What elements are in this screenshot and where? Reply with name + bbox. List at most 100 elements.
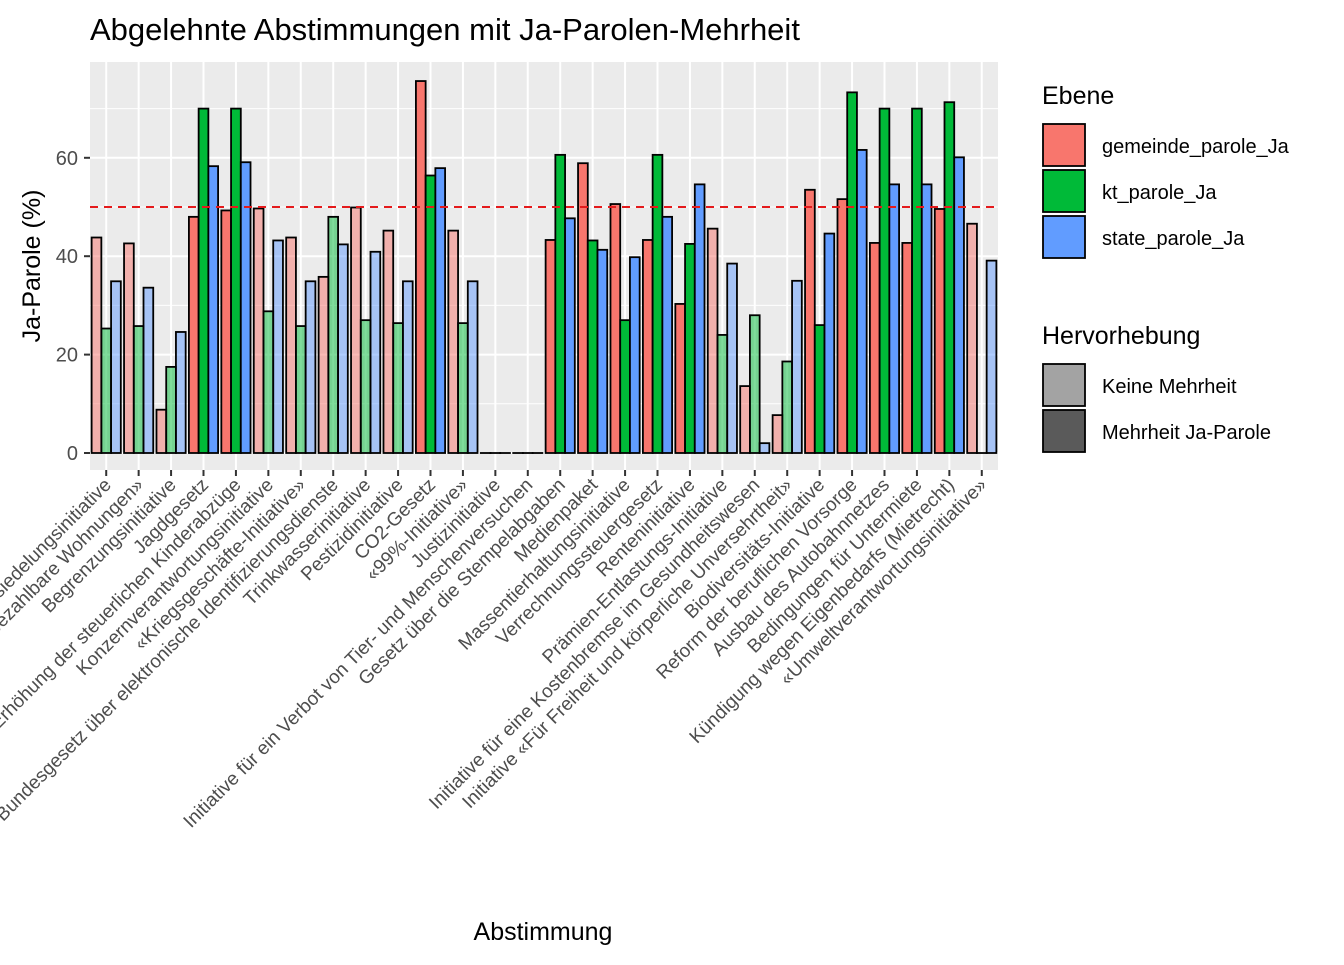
bar-kt_parole_Ja-16 <box>620 320 630 453</box>
bar-kt_parole_Ja-18 <box>685 244 695 453</box>
bar-kt_parole_Ja-21 <box>782 361 792 453</box>
legend-title-hervorhebung: Hervorhebung <box>1042 322 1200 350</box>
bar-state_parole_Ja-18 <box>695 184 705 453</box>
bar-gemeinde_parole_Ja-3 <box>189 217 199 453</box>
bar-gemeinde_parole_Ja-17 <box>643 240 653 453</box>
bar-kt_parole_Ja-24 <box>880 109 890 453</box>
bar-state_parole_Ja-11 <box>468 281 478 453</box>
bar-kt_parole_Ja-22 <box>815 325 825 453</box>
bar-state_parole_Ja-2 <box>176 332 186 453</box>
bar-kt_parole_Ja-4 <box>231 109 241 453</box>
bar-gemeinde_parole_Ja-20 <box>740 386 750 453</box>
bar-state_parole_Ja-6 <box>306 281 316 453</box>
bar-state_parole_Ja-27 <box>987 261 997 453</box>
bar-state_parole_Ja-23 <box>857 150 867 453</box>
bar-gemeinde_parole_Ja-0 <box>92 238 102 453</box>
bar-gemeinde_parole_Ja-10 <box>416 81 426 453</box>
bar-kt_parole_Ja-11 <box>458 323 468 453</box>
bar-gemeinde_parole_Ja-27 <box>967 224 977 453</box>
bar-kt_parole_Ja-0 <box>101 329 111 453</box>
bar-gemeinde_parole_Ja-6 <box>286 238 296 453</box>
bar-state_parole_Ja-21 <box>792 281 802 453</box>
bar-kt_parole_Ja-25 <box>912 109 922 453</box>
bar-state_parole_Ja-19 <box>727 264 737 453</box>
bar-kt_parole_Ja-1 <box>134 326 144 453</box>
bar-gemeinde_parole_Ja-26 <box>935 209 945 453</box>
legend-label-alpha-1: Mehrheit Ja-Parole <box>1102 422 1271 444</box>
legend-key-state_parole_Ja <box>1043 216 1085 258</box>
legend-key-kt_parole_Ja <box>1043 170 1085 212</box>
bar-gemeinde_parole_Ja-22 <box>805 190 815 453</box>
bar-state_parole_Ja-10 <box>435 168 445 453</box>
bar-state_parole_Ja-3 <box>208 166 218 453</box>
bar-state_parole_Ja-9 <box>403 281 413 453</box>
y-axis-title: Ja-Parole (%) <box>18 190 46 343</box>
bar-kt_parole_Ja-6 <box>296 326 306 453</box>
bar-kt_parole_Ja-2 <box>166 367 176 453</box>
y-tick-label: 20 <box>56 345 78 367</box>
bar-gemeinde_parole_Ja-2 <box>156 410 166 453</box>
bar-state_parole_Ja-26 <box>954 157 964 453</box>
legend-label-gemeinde_parole_Ja: gemeinde_parole_Ja <box>1102 136 1290 158</box>
legend-label-alpha-0: Keine Mehrheit <box>1102 376 1237 398</box>
bar-state_parole_Ja-7 <box>338 244 348 453</box>
legend-key-gemeinde_parole_Ja <box>1043 124 1085 166</box>
y-tick-label: 40 <box>56 246 78 268</box>
bar-state_parole_Ja-4 <box>241 162 251 453</box>
bar-kt_parole_Ja-19 <box>717 335 727 453</box>
bar-state_parole_Ja-0 <box>111 281 121 453</box>
bar-state_parole_Ja-17 <box>662 217 672 453</box>
bar-state_parole_Ja-15 <box>598 250 608 453</box>
bar-kt_parole_Ja-23 <box>847 92 857 453</box>
bar-gemeinde_parole_Ja-5 <box>254 208 264 453</box>
bar-gemeinde_parole_Ja-16 <box>610 204 620 453</box>
y-tick-label: 60 <box>56 148 78 170</box>
bar-gemeinde_parole_Ja-14 <box>546 240 556 453</box>
bar-gemeinde_parole_Ja-9 <box>383 231 393 453</box>
bar-kt_parole_Ja-9 <box>393 323 403 453</box>
bar-gemeinde_parole_Ja-1 <box>124 243 134 453</box>
bar-kt_parole_Ja-10 <box>426 176 436 453</box>
y-tick-label: 0 <box>67 443 78 465</box>
chart-title: Abgelehnte Abstimmungen mit Ja-Parolen-M… <box>90 12 800 47</box>
bar-kt_parole_Ja-17 <box>653 155 663 453</box>
bar-gemeinde_parole_Ja-21 <box>773 415 783 453</box>
bar-gemeinde_parole_Ja-4 <box>221 210 231 453</box>
bar-state_parole_Ja-1 <box>144 288 154 453</box>
bar-state_parole_Ja-22 <box>825 234 835 453</box>
bar-gemeinde_parole_Ja-11 <box>448 231 458 453</box>
bar-kt_parole_Ja-7 <box>328 217 338 453</box>
bar-state_parole_Ja-24 <box>889 184 899 453</box>
bar-kt_parole_Ja-5 <box>263 311 273 453</box>
legend-key-alpha-1 <box>1043 410 1085 452</box>
bar-state_parole_Ja-20 <box>760 443 770 453</box>
legend: Ebene gemeinde_parole_Ja kt_parole_Jastate… <box>1042 82 1290 452</box>
x-axis: ZersiedelungsinitiativeInitiative «Mehr … <box>0 470 991 832</box>
bar-gemeinde_parole_Ja-23 <box>837 199 847 453</box>
bar-state_parole_Ja-16 <box>630 257 640 453</box>
bar-kt_parole_Ja-14 <box>555 155 565 453</box>
legend-key-alpha-0 <box>1043 364 1085 406</box>
bar-gemeinde_parole_Ja-24 <box>870 243 880 453</box>
bar-kt_parole_Ja-26 <box>944 102 954 453</box>
bar-state_parole_Ja-14 <box>565 218 575 453</box>
legend-label-kt_parole_Ja: kt_parole_Ja <box>1102 182 1217 204</box>
bar-gemeinde_parole_Ja-19 <box>708 229 718 453</box>
bar-state_parole_Ja-25 <box>922 184 932 453</box>
x-axis-title: Abstimmung <box>474 918 613 946</box>
bar-kt_parole_Ja-8 <box>361 320 371 453</box>
bar-state_parole_Ja-5 <box>273 240 283 453</box>
y-axis: 0 20 40 60 <box>56 148 90 465</box>
legend-title-ebene: Ebene <box>1042 82 1114 110</box>
bar-gemeinde_parole_Ja-8 <box>351 207 361 453</box>
bar-gemeinde_parole_Ja-18 <box>675 304 685 453</box>
bar-kt_parole_Ja-20 <box>750 315 760 453</box>
bar-gemeinde_parole_Ja-7 <box>319 277 329 453</box>
bar-kt_parole_Ja-15 <box>588 240 598 453</box>
bar-kt_parole_Ja-3 <box>199 109 209 453</box>
bar-gemeinde_parole_Ja-25 <box>902 243 912 453</box>
legend-label-state_parole_Ja: state_parole_Ja <box>1102 228 1245 250</box>
bar-state_parole_Ja-8 <box>371 252 381 453</box>
